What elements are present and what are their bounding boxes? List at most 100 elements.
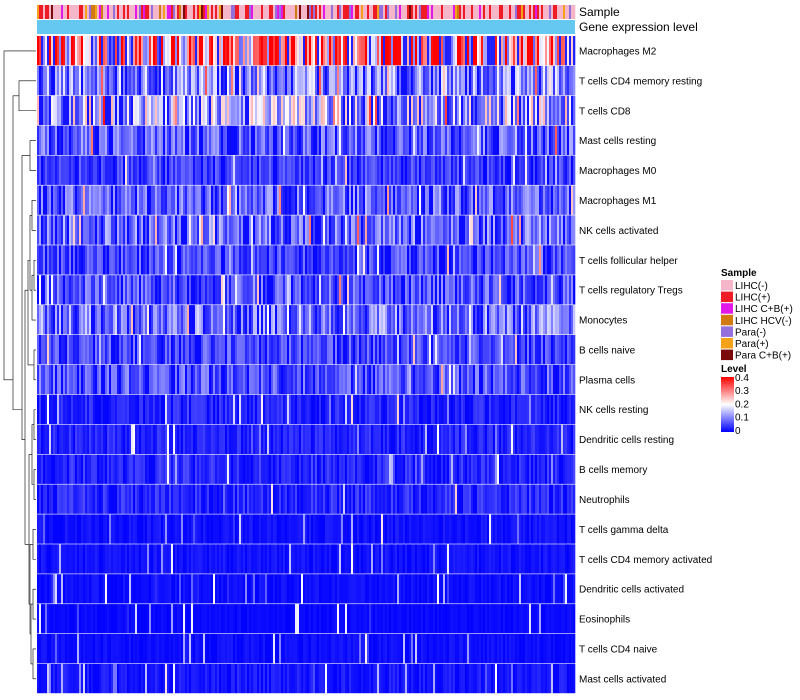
heatmap-cell <box>327 275 330 305</box>
heatmap-cell <box>417 424 420 454</box>
heatmap-cell <box>181 454 184 484</box>
heatmap-cell <box>245 155 248 185</box>
heatmap-cell <box>205 454 208 484</box>
heatmap-cell <box>343 245 346 275</box>
heatmap-cell <box>321 65 324 96</box>
heatmap-cell <box>163 424 166 454</box>
heatmap-cell <box>233 36 236 66</box>
heatmap-cell <box>171 95 174 126</box>
heatmap-cell <box>355 424 358 454</box>
heatmap-cell <box>319 424 322 454</box>
heatmap-cell <box>389 514 392 544</box>
heatmap-cell <box>471 125 474 155</box>
heatmap-cell <box>557 335 560 365</box>
heatmap-cell <box>429 155 432 185</box>
heatmap-cell <box>141 364 144 395</box>
heatmap-cell <box>529 454 532 484</box>
sample-annotation-cell <box>63 5 66 19</box>
heatmap-cell <box>419 215 422 245</box>
heatmap-cell <box>509 245 512 275</box>
heatmap-cell <box>45 335 48 365</box>
heatmap-cell <box>129 275 132 305</box>
heatmap-cell <box>569 95 572 126</box>
heatmap-cell <box>285 155 288 185</box>
heatmap-cell <box>169 275 172 305</box>
heatmap-cell <box>487 95 490 126</box>
heatmap-cell <box>187 335 190 365</box>
heatmap-cell <box>565 305 568 335</box>
heatmap-cell <box>317 125 320 155</box>
heatmap-cell <box>225 364 228 395</box>
heatmap-cell <box>45 394 48 425</box>
heatmap-cell <box>169 364 172 395</box>
heatmap-cell <box>381 245 384 275</box>
heatmap-cell <box>137 185 140 215</box>
heatmap-cell <box>115 394 118 425</box>
heatmap-cell <box>195 364 198 395</box>
heatmap-cell <box>77 95 80 126</box>
heatmap-cell <box>485 364 488 395</box>
heatmap-cell <box>147 215 150 245</box>
heatmap-cell <box>475 454 478 484</box>
sample-annotation-cell <box>111 5 114 19</box>
heatmap-cell <box>493 215 496 245</box>
heatmap-cell <box>431 305 434 335</box>
heatmap-cell <box>375 305 378 335</box>
heatmap-cell <box>545 484 548 514</box>
heatmap-cell <box>91 544 94 574</box>
heatmap-cell <box>269 185 272 215</box>
heatmap-cell <box>51 215 54 245</box>
heatmap-cell <box>123 185 126 215</box>
heatmap-cell <box>337 155 340 185</box>
heatmap-cell <box>435 484 438 514</box>
heatmap-cell <box>301 335 304 365</box>
heatmap-cell <box>103 125 106 155</box>
heatmap-cell <box>139 305 142 335</box>
heatmap-cell <box>439 364 442 395</box>
heatmap-cell <box>241 484 244 514</box>
heatmap-cell <box>297 394 300 425</box>
heatmap-cell <box>509 305 512 335</box>
heatmap-cell <box>191 65 194 96</box>
heatmap-cell <box>427 65 430 96</box>
heatmap-cell <box>431 275 434 305</box>
heatmap-cell <box>47 364 50 395</box>
heatmap-cell <box>451 335 454 365</box>
heatmap-cell <box>271 424 274 454</box>
heatmap-cell <box>315 424 318 454</box>
heatmap-cell <box>45 215 48 245</box>
heatmap-cell <box>91 364 94 395</box>
heatmap-cell <box>495 305 498 335</box>
heatmap-cell <box>365 245 368 275</box>
heatmap-cell <box>373 36 376 66</box>
heatmap-cell <box>141 215 144 245</box>
heatmap-cell <box>527 364 530 395</box>
heatmap-cell <box>193 185 196 215</box>
heatmap-cell <box>483 275 486 305</box>
heatmap-cell <box>143 514 146 544</box>
heatmap-cell <box>257 245 260 275</box>
heatmap-cell <box>377 394 380 425</box>
heatmap-cell <box>403 275 406 305</box>
heatmap-cell <box>205 155 208 185</box>
heatmap-cell <box>57 95 60 126</box>
heatmap-cell <box>539 305 542 335</box>
heatmap-cell <box>133 155 136 185</box>
heatmap-cell <box>241 215 244 245</box>
heatmap-cell <box>209 484 212 514</box>
heatmap-cell <box>439 95 442 126</box>
heatmap-cell <box>55 454 58 484</box>
sample-annotation-cell <box>89 5 92 19</box>
heatmap-cell <box>103 544 106 574</box>
heatmap-cell <box>409 364 412 395</box>
heatmap-cell <box>109 544 112 574</box>
heatmap-cell <box>353 335 356 365</box>
heatmap-cell <box>397 514 400 544</box>
heatmap-cell <box>483 394 486 425</box>
sample-annotation-cell <box>91 5 94 19</box>
heatmap-cell <box>377 125 380 155</box>
heatmap-cell <box>265 484 268 514</box>
sample-annotation-cell <box>395 5 398 19</box>
heatmap-cell <box>557 275 560 305</box>
heatmap-cell <box>331 125 334 155</box>
